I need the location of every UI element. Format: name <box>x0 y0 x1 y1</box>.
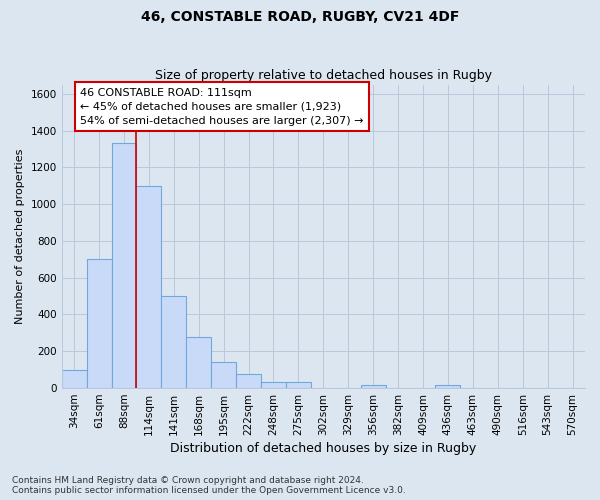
Y-axis label: Number of detached properties: Number of detached properties <box>15 148 25 324</box>
Text: 46 CONSTABLE ROAD: 111sqm
← 45% of detached houses are smaller (1,923)
54% of se: 46 CONSTABLE ROAD: 111sqm ← 45% of detac… <box>80 88 364 126</box>
Text: Contains HM Land Registry data © Crown copyright and database right 2024.
Contai: Contains HM Land Registry data © Crown c… <box>12 476 406 495</box>
Bar <box>261 382 286 388</box>
Bar <box>236 374 261 388</box>
Bar <box>436 386 460 388</box>
Bar <box>161 296 186 388</box>
Bar <box>186 336 211 388</box>
Bar <box>286 382 311 388</box>
Bar <box>112 144 136 388</box>
Bar <box>62 370 86 388</box>
X-axis label: Distribution of detached houses by size in Rugby: Distribution of detached houses by size … <box>170 442 476 455</box>
Bar <box>86 260 112 388</box>
Bar <box>136 186 161 388</box>
Text: 46, CONSTABLE ROAD, RUGBY, CV21 4DF: 46, CONSTABLE ROAD, RUGBY, CV21 4DF <box>141 10 459 24</box>
Bar <box>361 386 386 388</box>
Bar <box>211 362 236 388</box>
Title: Size of property relative to detached houses in Rugby: Size of property relative to detached ho… <box>155 69 492 82</box>
